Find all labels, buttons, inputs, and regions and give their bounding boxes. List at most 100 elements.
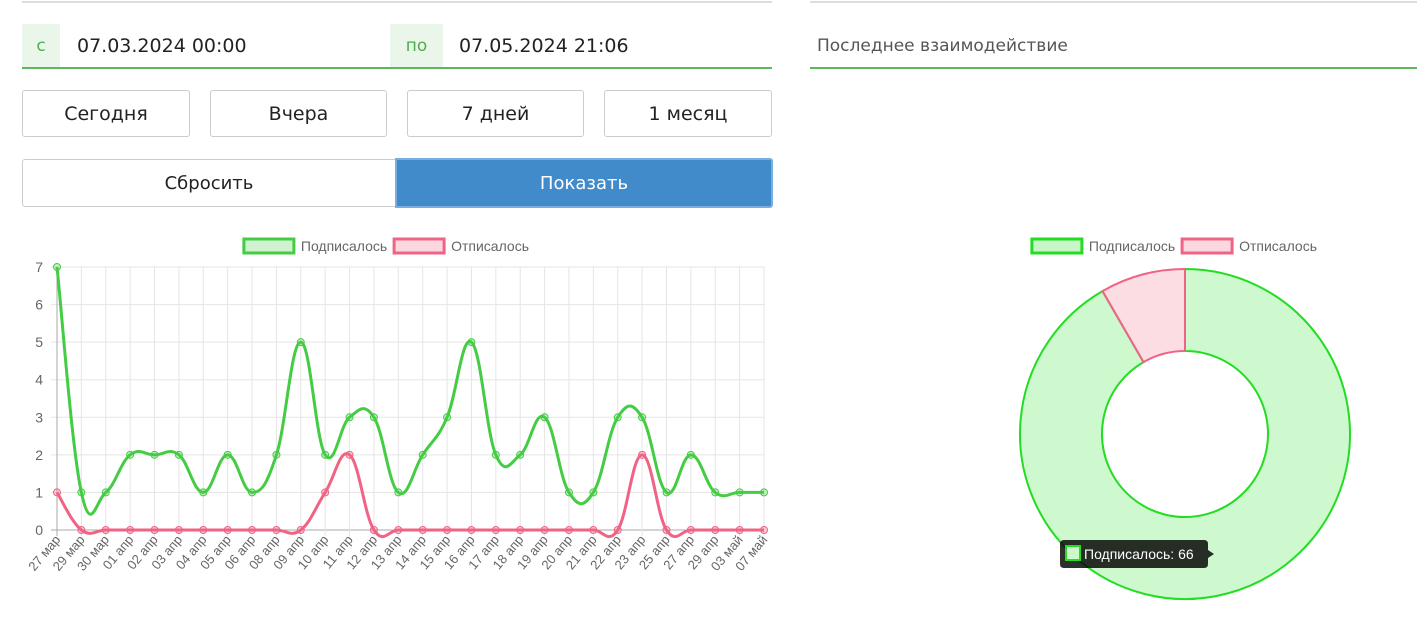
input-underline	[22, 67, 772, 69]
y-tick-label: 2	[35, 447, 43, 463]
legend-label: Отписалось	[451, 238, 529, 254]
input-underline	[810, 67, 1417, 69]
data-point	[491, 526, 500, 534]
legend-swatch	[1030, 237, 1084, 255]
tooltip-text: Подписалось: 66	[1084, 546, 1194, 562]
data-point	[296, 526, 305, 534]
data-point	[126, 526, 135, 534]
data-point	[53, 263, 61, 271]
data-point	[101, 488, 110, 497]
data-point	[345, 450, 354, 459]
data-point	[711, 488, 720, 497]
data-point	[491, 450, 500, 459]
tooltip-swatch	[1065, 545, 1081, 561]
data-point	[516, 450, 525, 459]
legend-label: Подписалось	[301, 238, 387, 254]
legend-label: Отписалось	[1239, 238, 1317, 254]
data-point	[589, 526, 598, 534]
y-tick-label: 5	[35, 334, 43, 350]
data-point	[394, 526, 403, 534]
data-point	[321, 450, 330, 459]
series-line	[55, 452, 764, 539]
y-tick-label: 1	[35, 484, 43, 500]
data-point	[418, 450, 427, 459]
data-point	[540, 413, 549, 422]
data-point	[662, 526, 671, 534]
data-point	[760, 488, 768, 497]
data-point	[77, 488, 86, 497]
tooltip-box	[1060, 540, 1214, 568]
data-point	[443, 526, 452, 534]
data-point	[467, 338, 476, 347]
data-point	[613, 413, 622, 422]
data-point	[150, 450, 159, 459]
to-label: по	[390, 24, 443, 68]
data-point	[638, 413, 647, 422]
series-line	[55, 266, 764, 516]
data-point	[248, 526, 257, 534]
data-point	[613, 526, 622, 534]
legend-label: Подписалось	[1089, 238, 1175, 254]
data-point	[174, 526, 183, 534]
data-point	[77, 526, 86, 534]
y-tick-label: 6	[35, 297, 43, 313]
y-tick-label: 4	[35, 372, 43, 388]
data-point	[540, 526, 549, 534]
data-point	[711, 526, 720, 534]
data-point	[516, 526, 525, 534]
data-point	[174, 450, 183, 459]
doughnut-slice	[1019, 267, 1351, 600]
data-point	[272, 450, 281, 459]
data-point	[223, 526, 232, 534]
doughnut-slice	[1101, 267, 1186, 364]
from-label: с	[22, 24, 60, 68]
last-interaction-input[interactable]: Последнее взаимодействие	[817, 36, 1068, 56]
data-point	[150, 526, 159, 534]
data-point	[296, 338, 305, 347]
range-button[interactable]: Сегодня	[22, 90, 190, 137]
y-tick-label: 3	[35, 409, 43, 425]
data-point	[199, 488, 208, 497]
data-point	[369, 413, 378, 422]
data-point	[735, 488, 744, 497]
data-point	[223, 450, 232, 459]
legend-swatch	[242, 237, 296, 255]
data-point	[248, 488, 257, 497]
reset-button[interactable]: Сбросить	[22, 159, 396, 207]
data-point	[199, 526, 208, 534]
data-point	[686, 450, 695, 459]
range-button[interactable]: 7 дней	[407, 90, 584, 137]
data-point	[369, 526, 378, 534]
data-point	[418, 526, 427, 534]
data-point	[589, 488, 598, 497]
data-point	[345, 413, 354, 422]
data-point	[272, 526, 281, 534]
data-point	[394, 488, 403, 497]
data-point	[321, 488, 330, 497]
y-tick-label: 0	[35, 522, 43, 538]
data-point	[53, 488, 61, 497]
data-point	[638, 450, 647, 459]
show-button[interactable]: Показать	[395, 158, 773, 208]
data-point	[686, 526, 695, 534]
top-rule	[22, 1, 772, 3]
data-point	[564, 526, 573, 534]
to-input[interactable]: 07.05.2024 21:06	[459, 35, 629, 57]
data-point	[126, 450, 135, 459]
top-rule	[810, 1, 1417, 3]
data-point	[735, 526, 744, 534]
range-button[interactable]: 1 месяц	[604, 90, 772, 137]
from-input[interactable]: 07.03.2024 00:00	[77, 35, 247, 57]
data-point	[564, 488, 573, 497]
legend-swatch	[1180, 237, 1234, 255]
range-button[interactable]: Вчера	[210, 90, 387, 137]
data-point	[101, 526, 110, 534]
y-tick-label: 7	[35, 259, 43, 275]
data-point	[662, 488, 671, 497]
legend-swatch	[392, 237, 446, 255]
data-point	[467, 526, 476, 534]
data-point	[443, 413, 452, 422]
data-point	[760, 526, 768, 534]
